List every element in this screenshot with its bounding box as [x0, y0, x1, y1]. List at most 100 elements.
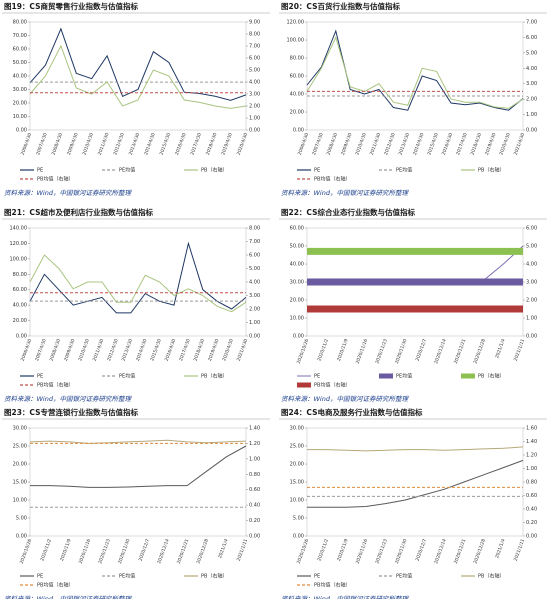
- x-tick-label: 2020/12/21: [453, 538, 468, 565]
- y2-tick-label: 0.60: [526, 493, 537, 499]
- legend-label: PB（右轴）: [478, 373, 504, 380]
- x-tick-label: 2017/4/30: [189, 132, 203, 156]
- legend-label: PB均值（右轴）: [314, 176, 350, 183]
- y2-tick-label: 6.00: [249, 253, 260, 259]
- x-tick-label: 2020/12/28: [473, 338, 488, 365]
- x-tick-label: 2020/4/30: [236, 132, 250, 156]
- series-line: [29, 241, 247, 314]
- x-tick-label: 2008/4/30: [51, 132, 65, 156]
- x-tick-label: 2020/12/14: [156, 538, 171, 565]
- x-tick-label: 2012/4/30: [106, 338, 120, 362]
- y-tick-label: 20.00: [290, 110, 304, 116]
- x-tick-label: 2019/4/30: [207, 338, 221, 362]
- y-tick-label: 30.00: [290, 426, 304, 432]
- y2-tick-label: 2.00: [526, 97, 537, 103]
- y2-tick-label: 0.40: [249, 503, 260, 509]
- series-line: [306, 29, 524, 111]
- x-tick-label: 2016/4/30: [441, 132, 455, 156]
- legend-label: PE均值: [396, 573, 412, 580]
- x-tick-label: 2010/4/30: [354, 132, 368, 156]
- chart-title: 图20：CS百货行业指数与估值指标: [281, 1, 400, 11]
- y2-tick-label: 1.40: [526, 439, 537, 445]
- legend-label: PE: [37, 374, 43, 380]
- y-tick-label: 10.00: [13, 114, 27, 120]
- x-tick-label: 2020/12/14: [433, 338, 448, 365]
- y-tick-label: 100.00: [10, 256, 28, 262]
- legend-label: PE: [314, 168, 320, 174]
- x-tick-label: 2015/4/30: [159, 132, 173, 156]
- x-tick-label: 2020/10/26: [296, 338, 311, 365]
- legend-label: PE均值: [396, 373, 412, 380]
- y2-tick-label: 4.00: [249, 280, 260, 286]
- x-tick-label: 2020/10/26: [296, 538, 311, 565]
- y-tick-label: 25.00: [13, 444, 27, 450]
- legend-label: PB（右轴）: [201, 573, 227, 580]
- y2-tick-label: 6.00: [526, 226, 537, 232]
- y2-tick-label: 0.40: [526, 507, 537, 513]
- legend-label: PB均值（右轴）: [37, 382, 73, 389]
- legend-label: PE均值: [119, 573, 135, 580]
- x-tick-label: 2020/12/28: [473, 538, 488, 565]
- y2-tick-label: 1.00: [526, 466, 537, 472]
- chart-title: 图21：CS超市及便利店行业指数与估值指标: [4, 207, 153, 217]
- y-tick-label: 30.00: [290, 280, 304, 286]
- chart-title: 图23：CS专营连锁行业指数与估值指标: [4, 407, 138, 417]
- y-tick-label: 5.00: [16, 516, 27, 522]
- y-tick-label: 10.00: [290, 498, 304, 504]
- x-tick-label: 2020/11/2: [316, 538, 330, 562]
- x-tick-label: 2021/4/30: [236, 338, 250, 362]
- series-line: [307, 459, 524, 508]
- x-tick-label: 2021/1/11: [236, 538, 250, 562]
- legend-label: PE: [314, 374, 320, 380]
- x-tick-label: 2008/4/30: [326, 132, 340, 156]
- y2-tick-label: 2.00: [249, 307, 260, 313]
- x-tick-label: 2021/1/4: [494, 338, 507, 359]
- y2-tick-label: 3.00: [249, 293, 260, 299]
- x-tick-label: 2020/11/2: [316, 338, 330, 362]
- legend-label: PB均值（右轴）: [314, 582, 350, 589]
- y-tick-label: 20.00: [13, 318, 27, 324]
- y-tick-label: 120.00: [287, 20, 305, 26]
- y2-tick-label: 0.80: [526, 480, 537, 486]
- y-tick-label: 60.00: [290, 74, 304, 80]
- y-tick-label: 60.00: [13, 47, 27, 53]
- y-tick-label: 15.00: [13, 480, 27, 486]
- x-tick-label: 2009/4/30: [66, 132, 80, 156]
- x-tick-label: 2020/12/21: [453, 338, 468, 365]
- y2-tick-label: 0.60: [249, 487, 260, 493]
- x-tick-label: 2013/4/30: [128, 132, 142, 156]
- series-line: [29, 44, 247, 109]
- x-tick-label: 2021/1/11: [513, 538, 527, 562]
- y-tick-label: 40.00: [290, 262, 304, 268]
- x-tick-label: 2018/4/30: [193, 338, 207, 362]
- chart-title: 图19：CS商贸零售行业指数与估值指标: [4, 1, 138, 11]
- x-tick-label: 2014/4/30: [135, 338, 149, 362]
- x-tick-label: 2006/4/30: [20, 132, 34, 156]
- legend-label: PB均值（右轴）: [37, 582, 73, 589]
- x-tick-label: 2019/4/30: [484, 132, 498, 156]
- x-tick-label: 2020/12/7: [138, 538, 152, 562]
- x-tick-label: 2020/11/30: [394, 538, 409, 565]
- y2-tick-label: 2.00: [526, 298, 537, 304]
- x-tick-label: 2021/1/11: [513, 338, 527, 362]
- x-tick-label: 2010/4/30: [81, 132, 95, 156]
- x-tick-label: 2012/4/30: [112, 132, 126, 156]
- x-tick-label: 2014/4/30: [412, 132, 426, 156]
- y-tick-label: 20.00: [290, 298, 304, 304]
- y2-tick-label: 0.00: [526, 534, 537, 540]
- legend-label: PB（右轴）: [201, 167, 227, 174]
- plot-frame: [29, 227, 247, 337]
- y2-tick-label: 4.00: [526, 66, 537, 72]
- chart-title: 图22：CS综合业态行业指数与估值指标: [281, 207, 415, 217]
- legend-label: PB（右轴）: [201, 373, 227, 380]
- y2-tick-label: 9.00: [249, 20, 260, 26]
- y-tick-label: 70.00: [13, 33, 27, 39]
- x-tick-label: 2020/12/21: [176, 538, 191, 565]
- y-tick-label: 10.00: [290, 316, 304, 322]
- legend-label: PB（右轴）: [478, 573, 504, 580]
- y2-tick-label: 7.00: [249, 239, 260, 245]
- y2-tick-label: 4.00: [526, 262, 537, 268]
- y-tick-label: 40.00: [13, 303, 27, 309]
- y-tick-label: 20.00: [13, 101, 27, 107]
